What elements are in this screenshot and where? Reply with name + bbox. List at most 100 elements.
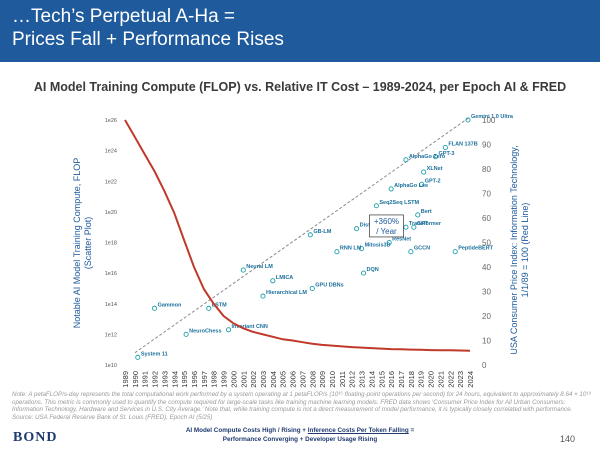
model-label: GB-LM: [313, 229, 331, 235]
x-tick-label: 1993: [160, 371, 169, 388]
model-label: PeptideBERT: [458, 246, 493, 252]
y-left-axis-title-line: Notable AI Model Training Compute, FLOP: [72, 158, 82, 329]
x-tick-label: 2019: [417, 371, 426, 388]
x-tick-label: 2007: [298, 371, 307, 388]
model-point: [225, 327, 232, 333]
x-tick-label: 1991: [141, 371, 150, 388]
model-label: AlphaGo Lee: [394, 183, 428, 189]
y-right-axis-title-line: 1/1/89 = 100 (Red Line): [520, 203, 530, 298]
y-right-tick-label: 20: [482, 312, 491, 321]
x-tick-label: 2009: [318, 371, 327, 388]
model-label: RNN LM: [340, 246, 362, 252]
footer-caption-prefix: AI Model Compute Costs High / Rising +: [185, 427, 308, 434]
model-label: Gemini 1.0 Ultra: [471, 114, 514, 120]
model-label: LSTM: [212, 302, 227, 308]
header-banner: …Tech’s Perpetual A-Ha = Prices Fall + P…: [0, 0, 600, 62]
y-left-tick-label: 1e10: [105, 363, 117, 369]
x-tick-label: 2001: [239, 371, 248, 388]
x-tick-label: 2008: [308, 371, 317, 388]
y-right-tick-label: 50: [482, 239, 491, 248]
model-label: DQN: [367, 267, 379, 273]
y-right-axis-title-line: USA Consumer Price Index: Information Te…: [509, 145, 519, 354]
model-point: [373, 203, 379, 209]
x-tick-label: 1992: [151, 371, 160, 388]
x-tick-label: 2005: [279, 371, 288, 388]
growth-annotation-box: [369, 214, 404, 238]
x-tick-label: 2020: [427, 371, 436, 388]
header-title-line1: …Tech’s Perpetual A-Ha =: [12, 6, 236, 27]
y-left-tick-label: 1e20: [105, 210, 117, 216]
model-point: [359, 246, 365, 252]
model-point: [388, 186, 394, 192]
x-tick-label: 1994: [170, 371, 179, 388]
x-tick-label: 1995: [180, 371, 189, 388]
model-label: XLNet: [427, 166, 443, 172]
x-tick-label: 2012: [348, 371, 357, 388]
model-point: [403, 157, 409, 163]
model-point: [415, 212, 421, 218]
y-right-tick-label: 40: [482, 263, 491, 272]
model-point: [421, 169, 427, 175]
x-tick-label: 2024: [466, 371, 475, 388]
x-tick-label: 2016: [387, 371, 396, 388]
model-point: [334, 249, 340, 255]
model-point: [354, 226, 360, 232]
compute-vs-cost-chart: System 11 NeuroChess Gammon LSTM Invariant C…: [72, 114, 530, 388]
model-point: [386, 239, 392, 246]
x-tick-label: 2000: [229, 371, 238, 388]
x-tick-label: 2013: [358, 371, 367, 388]
y-left-tick-label: 1e14: [105, 302, 117, 308]
x-tick-label: 2003: [259, 371, 268, 388]
model-label: Transformer: [409, 221, 442, 227]
model-point: [442, 145, 448, 151]
y-left-tick-label: 1e22: [105, 179, 117, 185]
x-tick-label: 2011: [338, 371, 347, 387]
model-label: LMICA: [276, 275, 293, 281]
footer-caption: AI Model Compute Costs High / Rising + I…: [150, 426, 450, 444]
x-tick-label: 2023: [456, 371, 465, 388]
x-tick-label: 1996: [190, 371, 199, 388]
model-point: [403, 224, 409, 230]
x-tick-label: 2002: [249, 371, 258, 388]
page-number: 140: [560, 434, 576, 444]
model-label: Seq2Seq LSTM: [379, 200, 419, 206]
y-right-axis-title: USA Consumer Price Index: Information Te…: [509, 145, 530, 354]
model-label: Hierarchical LM: [266, 290, 307, 296]
growth-annotation-line2: / Year: [376, 227, 397, 236]
y-left-axis-title: Notable AI Model Training Compute, FLOP(…: [72, 158, 93, 329]
y-right-tick-label: 0: [482, 361, 487, 370]
x-tick-label: 2006: [289, 371, 298, 388]
model-label: Bert: [421, 209, 432, 215]
x-tick-label: 2004: [269, 371, 278, 388]
y-left-tick-label: 1e12: [105, 332, 117, 338]
model-label: Invariant CNN: [232, 324, 268, 330]
footer-caption-link[interactable]: Inference Costs Per Token Falling: [307, 427, 409, 434]
x-tick-label: 2014: [367, 371, 376, 388]
y-right-tick-label: 100: [482, 116, 496, 125]
x-tick-label: 2022: [446, 371, 455, 388]
model-point: [360, 270, 367, 276]
x-tick-label: 2018: [407, 371, 416, 388]
model-label: GCCN: [414, 246, 430, 252]
cpi-line: [124, 119, 471, 352]
y-left-tick-label: 1e26: [105, 118, 117, 124]
brand-logo: BOND: [13, 430, 58, 445]
chart-title: AI Model Training Compute (FLOP) vs. Rel…: [33, 80, 567, 94]
model-label: GPU DBNs: [315, 282, 343, 288]
model-label: FLAN 137B: [448, 142, 477, 148]
model-point: [183, 331, 189, 337]
y-right-tick-label: 30: [482, 288, 491, 297]
trend-line: [134, 116, 471, 354]
model-label: GPT-3: [439, 151, 455, 157]
growth-annotation-line1: +360%: [374, 217, 399, 226]
model-label: AlphaGo Zero: [409, 154, 446, 160]
model-label: GPT: [417, 221, 429, 227]
model-point: [307, 232, 313, 238]
model-label: GPT-2: [425, 178, 441, 184]
model-label: NeuroChess: [189, 328, 221, 334]
x-tick-label: 1999: [220, 371, 229, 388]
model-point: [260, 293, 266, 299]
y-left-tick-label: 1e24: [105, 149, 117, 155]
y-left-axis-title-line: (Scatter Plot): [83, 217, 93, 270]
chart-note: Note: A petaFLOP/s-day represents the to…: [12, 391, 592, 421]
